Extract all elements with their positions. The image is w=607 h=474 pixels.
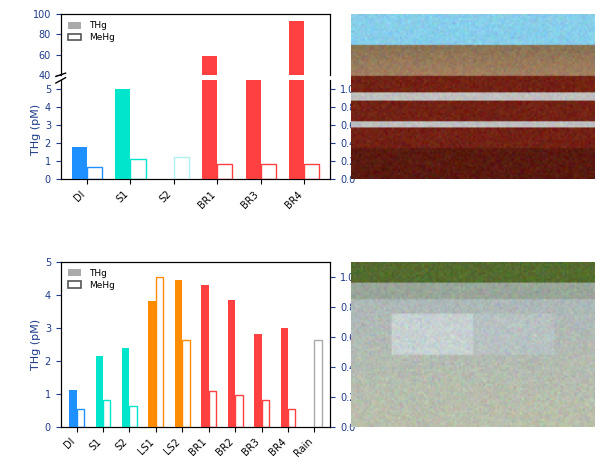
Bar xyxy=(217,164,232,179)
Bar xyxy=(69,390,76,427)
Bar xyxy=(209,391,216,427)
Bar xyxy=(246,0,261,179)
Bar xyxy=(174,114,189,115)
Bar xyxy=(115,89,131,179)
Bar xyxy=(122,348,129,427)
Bar xyxy=(254,334,262,427)
Bar xyxy=(289,21,304,115)
Bar xyxy=(131,114,146,115)
Bar xyxy=(228,300,235,427)
Bar xyxy=(129,406,137,427)
Bar xyxy=(262,400,269,427)
Bar xyxy=(182,340,190,427)
Bar xyxy=(202,285,209,427)
Bar xyxy=(314,340,322,427)
Bar xyxy=(103,400,110,427)
Bar xyxy=(202,0,217,179)
Bar xyxy=(156,277,163,427)
Bar xyxy=(175,280,182,427)
Bar xyxy=(304,114,319,115)
Bar xyxy=(95,356,103,427)
Bar xyxy=(87,167,102,179)
Y-axis label: MeHg (pM): MeHg (pM) xyxy=(359,100,370,160)
Bar xyxy=(304,164,319,179)
Bar xyxy=(246,79,261,115)
Bar xyxy=(202,55,217,115)
Y-axis label: THg (pM): THg (pM) xyxy=(30,319,41,370)
Bar xyxy=(261,164,276,179)
Bar xyxy=(289,0,304,179)
Bar xyxy=(217,114,232,115)
Bar xyxy=(261,114,276,115)
Bar xyxy=(174,157,189,179)
Y-axis label: MeHg (pM): MeHg (pM) xyxy=(359,314,370,374)
Y-axis label: THg (pM): THg (pM) xyxy=(30,104,41,155)
Legend: THg, MeHg: THg, MeHg xyxy=(65,19,117,45)
Bar xyxy=(280,328,288,427)
Bar xyxy=(115,110,131,115)
Bar xyxy=(72,147,87,179)
Bar xyxy=(72,113,87,115)
Bar xyxy=(131,159,146,179)
Bar xyxy=(76,409,84,427)
Bar xyxy=(235,395,243,427)
Legend: THg, MeHg: THg, MeHg xyxy=(65,266,117,292)
Bar xyxy=(149,301,156,427)
Bar xyxy=(288,409,296,427)
